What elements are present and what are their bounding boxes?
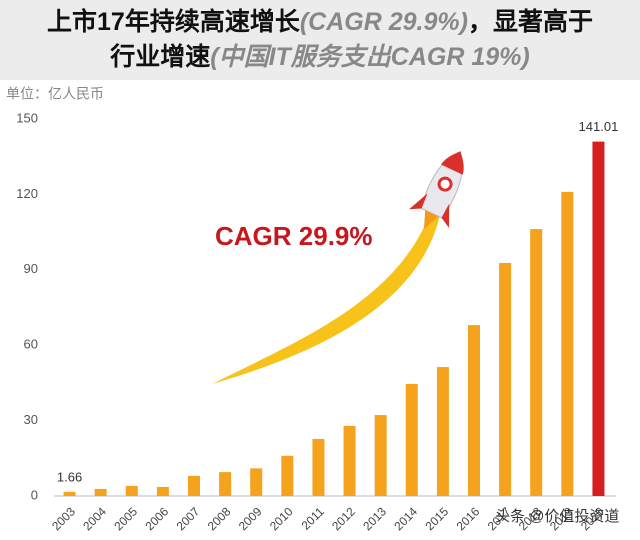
x-tick-label: 2014 xyxy=(391,504,420,533)
watermark: 头条 @价值投资道 xyxy=(495,508,619,525)
bar xyxy=(281,455,294,496)
bar xyxy=(436,367,449,496)
x-tick-label: 2015 xyxy=(422,504,451,533)
bar xyxy=(125,485,138,496)
bar xyxy=(343,425,356,496)
bar xyxy=(561,191,574,497)
x-tick-label: 2009 xyxy=(236,504,265,533)
x-tick-label: 2013 xyxy=(360,504,389,533)
x-tick-label: 2005 xyxy=(111,504,140,533)
bar xyxy=(499,263,512,496)
unit-label: 单位：亿人民币 xyxy=(6,86,104,102)
title-segment: 上市17年持续高速增长 xyxy=(47,7,301,36)
bar xyxy=(530,229,543,497)
bar xyxy=(219,472,232,496)
rocket xyxy=(409,150,464,230)
x-tick-label: 2016 xyxy=(454,504,483,533)
y-tick-label: 90 xyxy=(24,261,38,276)
bar xyxy=(468,325,480,496)
value-label: 141.01 xyxy=(579,119,619,134)
bar xyxy=(312,438,325,496)
bar xyxy=(94,488,107,496)
x-tick-label: 2012 xyxy=(329,504,358,533)
value-label: 1.66 xyxy=(57,469,82,484)
title-line: 行业增速(中国IT服务支出CAGR 19%) xyxy=(109,42,529,71)
bar xyxy=(188,475,200,496)
title-line: 上市17年持续高速增长(CAGR 29.9%)，显著高于 xyxy=(47,7,593,36)
annotation: CAGR 29.9% xyxy=(215,221,373,251)
x-tick-label: 2007 xyxy=(174,504,203,533)
bar xyxy=(250,468,263,496)
bar xyxy=(156,486,169,496)
x-tick-label: 2006 xyxy=(142,504,171,533)
bar xyxy=(63,491,76,496)
bar xyxy=(374,415,387,496)
title-band xyxy=(0,0,640,80)
x-tick-label: 2008 xyxy=(205,504,234,533)
bar xyxy=(405,383,418,496)
bar xyxy=(592,141,605,497)
y-tick-label: 120 xyxy=(16,186,38,201)
y-tick-label: 30 xyxy=(24,412,38,427)
x-tick-label: 2010 xyxy=(267,504,296,533)
title-segment: (中国IT服务支出CAGR 19%) xyxy=(210,43,529,71)
x-tick-label: 2011 xyxy=(299,504,327,532)
y-tick-label: 60 xyxy=(24,337,38,352)
title: 上市17年持续高速增长(CAGR 29.9%)，显著高于行业增速(中国IT服务支… xyxy=(47,7,593,71)
title-segment: 行业增速 xyxy=(109,42,210,71)
title-segment: ，显著高于 xyxy=(468,7,593,36)
y-tick-label: 0 xyxy=(31,487,38,502)
x-tick-label: 2004 xyxy=(80,504,109,533)
title-segment: (CAGR 29.9%) xyxy=(300,8,468,36)
y-tick-label: 150 xyxy=(16,110,38,125)
x-tick-label: 2003 xyxy=(49,504,78,533)
